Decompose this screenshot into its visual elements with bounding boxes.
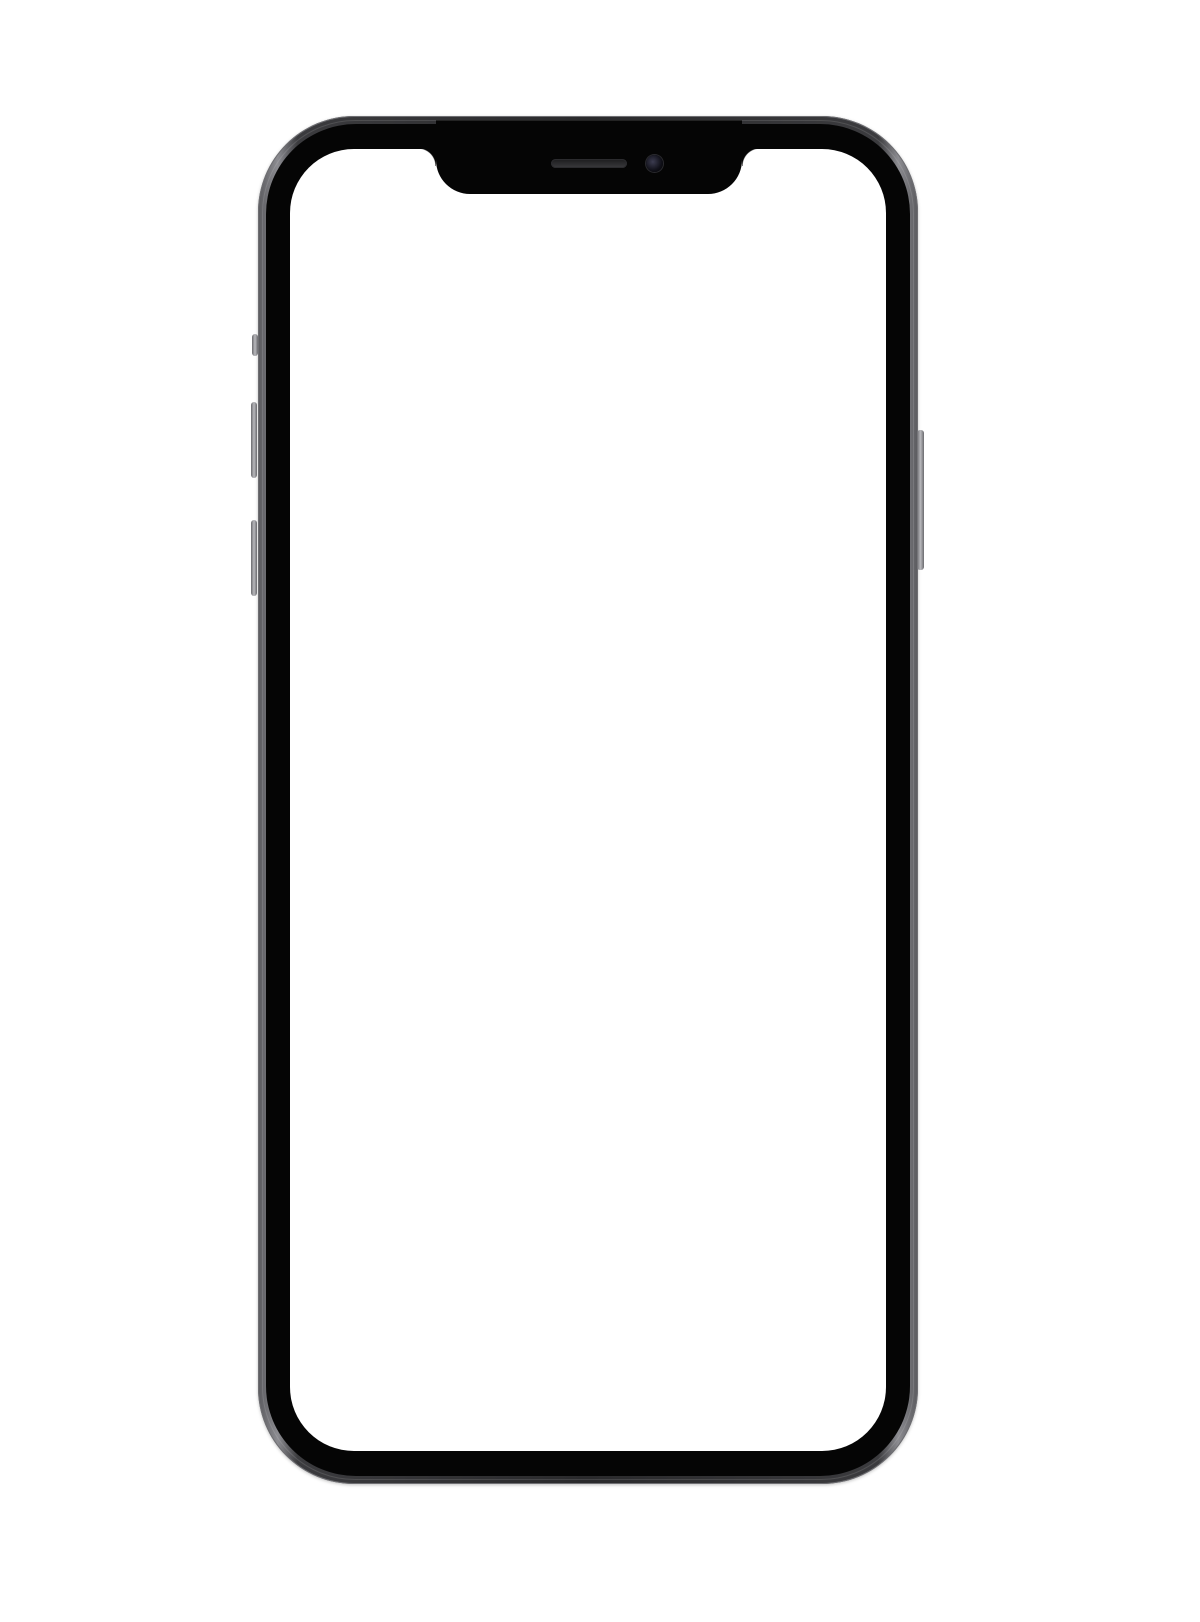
phone-notch bbox=[418, 120, 760, 194]
speaker-grille-icon bbox=[551, 159, 627, 168]
volume-down-button bbox=[251, 520, 257, 596]
front-camera-icon bbox=[646, 155, 663, 172]
volume-up-button bbox=[251, 402, 257, 478]
phone-screen bbox=[290, 149, 886, 1451]
mute-switch bbox=[252, 334, 258, 356]
power-button bbox=[917, 430, 924, 570]
